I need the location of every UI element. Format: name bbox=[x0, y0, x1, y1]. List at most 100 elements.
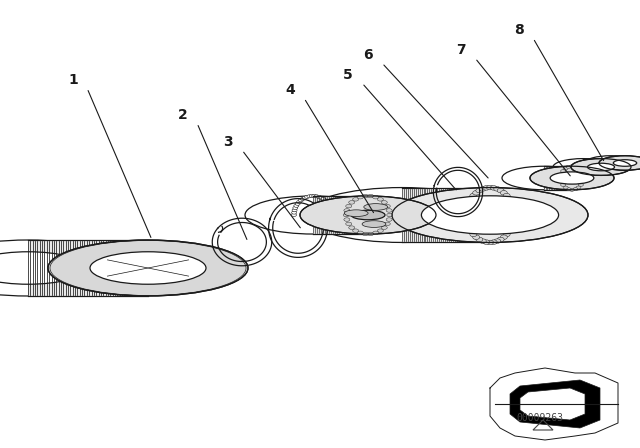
Ellipse shape bbox=[346, 222, 352, 226]
Ellipse shape bbox=[503, 232, 510, 237]
Ellipse shape bbox=[573, 165, 578, 168]
Ellipse shape bbox=[362, 221, 386, 228]
Ellipse shape bbox=[559, 180, 564, 183]
Text: 3: 3 bbox=[223, 135, 233, 149]
Ellipse shape bbox=[559, 177, 564, 180]
Ellipse shape bbox=[563, 186, 568, 189]
Ellipse shape bbox=[323, 199, 328, 202]
Ellipse shape bbox=[48, 240, 248, 296]
Ellipse shape bbox=[570, 165, 575, 168]
Ellipse shape bbox=[510, 213, 517, 217]
Ellipse shape bbox=[344, 210, 368, 216]
Ellipse shape bbox=[573, 188, 578, 191]
Ellipse shape bbox=[328, 207, 333, 210]
Ellipse shape bbox=[570, 188, 575, 191]
Polygon shape bbox=[28, 240, 148, 296]
Ellipse shape bbox=[349, 226, 355, 229]
Text: 1: 1 bbox=[68, 73, 78, 87]
Ellipse shape bbox=[588, 163, 614, 171]
Ellipse shape bbox=[294, 204, 299, 207]
Ellipse shape bbox=[357, 231, 364, 235]
Ellipse shape bbox=[585, 156, 637, 170]
Ellipse shape bbox=[490, 240, 497, 244]
Ellipse shape bbox=[476, 237, 483, 242]
Ellipse shape bbox=[378, 198, 383, 201]
Ellipse shape bbox=[559, 173, 564, 176]
Polygon shape bbox=[611, 156, 625, 170]
Ellipse shape bbox=[497, 188, 504, 193]
Text: 4: 4 bbox=[285, 83, 295, 97]
Ellipse shape bbox=[599, 156, 640, 170]
Ellipse shape bbox=[295, 202, 300, 205]
Ellipse shape bbox=[464, 221, 471, 226]
Ellipse shape bbox=[292, 211, 296, 214]
Ellipse shape bbox=[384, 204, 390, 208]
Ellipse shape bbox=[291, 214, 296, 216]
Ellipse shape bbox=[386, 218, 392, 221]
Ellipse shape bbox=[494, 187, 500, 191]
Ellipse shape bbox=[508, 225, 515, 230]
Ellipse shape bbox=[470, 232, 477, 237]
Ellipse shape bbox=[292, 209, 297, 212]
Ellipse shape bbox=[421, 196, 559, 234]
Ellipse shape bbox=[579, 170, 583, 172]
Ellipse shape bbox=[307, 195, 312, 198]
Ellipse shape bbox=[473, 190, 479, 195]
Ellipse shape bbox=[386, 209, 392, 212]
Ellipse shape bbox=[502, 166, 586, 190]
Ellipse shape bbox=[353, 229, 358, 233]
Ellipse shape bbox=[346, 204, 352, 208]
Ellipse shape bbox=[500, 235, 508, 239]
Ellipse shape bbox=[367, 232, 374, 236]
Ellipse shape bbox=[245, 196, 381, 234]
Ellipse shape bbox=[509, 208, 516, 213]
Ellipse shape bbox=[566, 188, 571, 191]
Ellipse shape bbox=[302, 196, 307, 199]
Ellipse shape bbox=[497, 237, 504, 242]
Ellipse shape bbox=[509, 217, 516, 222]
Ellipse shape bbox=[506, 197, 513, 201]
Ellipse shape bbox=[479, 239, 486, 243]
Polygon shape bbox=[544, 166, 572, 190]
Ellipse shape bbox=[465, 225, 472, 230]
Ellipse shape bbox=[463, 213, 470, 217]
Ellipse shape bbox=[329, 209, 334, 212]
Ellipse shape bbox=[553, 159, 613, 176]
Ellipse shape bbox=[563, 167, 568, 170]
Ellipse shape bbox=[312, 194, 317, 198]
Ellipse shape bbox=[503, 194, 510, 198]
Polygon shape bbox=[402, 188, 490, 242]
Text: 8: 8 bbox=[514, 23, 524, 37]
Ellipse shape bbox=[305, 195, 310, 198]
Ellipse shape bbox=[473, 235, 479, 239]
Ellipse shape bbox=[298, 199, 303, 202]
Ellipse shape bbox=[364, 204, 388, 210]
Ellipse shape bbox=[381, 226, 387, 229]
Ellipse shape bbox=[326, 202, 331, 205]
Ellipse shape bbox=[509, 221, 516, 226]
Ellipse shape bbox=[392, 188, 588, 242]
Polygon shape bbox=[520, 388, 585, 420]
Ellipse shape bbox=[463, 208, 470, 213]
Ellipse shape bbox=[506, 229, 513, 233]
Ellipse shape bbox=[378, 229, 383, 233]
Ellipse shape bbox=[613, 160, 637, 166]
Ellipse shape bbox=[309, 194, 314, 198]
Ellipse shape bbox=[357, 195, 364, 199]
Ellipse shape bbox=[384, 222, 390, 226]
Text: 2: 2 bbox=[178, 108, 188, 122]
Ellipse shape bbox=[321, 198, 326, 200]
Ellipse shape bbox=[509, 204, 516, 209]
Ellipse shape bbox=[465, 200, 472, 205]
Ellipse shape bbox=[500, 190, 508, 195]
Polygon shape bbox=[510, 380, 600, 428]
Ellipse shape bbox=[343, 213, 349, 217]
Ellipse shape bbox=[576, 167, 581, 170]
Ellipse shape bbox=[579, 183, 583, 186]
Ellipse shape bbox=[372, 231, 379, 235]
Ellipse shape bbox=[319, 196, 324, 199]
Ellipse shape bbox=[387, 213, 393, 217]
Ellipse shape bbox=[0, 252, 86, 284]
Ellipse shape bbox=[483, 185, 490, 190]
Ellipse shape bbox=[344, 218, 350, 221]
